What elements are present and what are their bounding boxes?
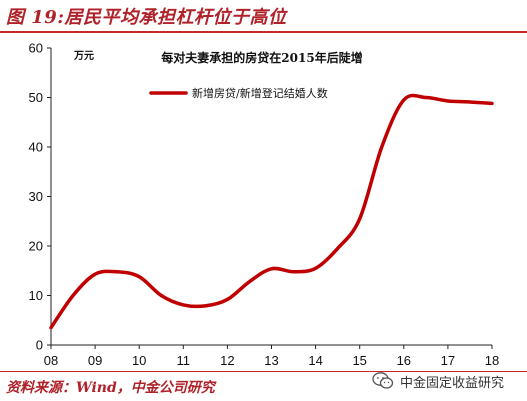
x-tick-label: 08 — [44, 353, 58, 368]
y-tick-label: 60 — [29, 41, 43, 56]
x-axis-ticks: 08 09 10 11 12 13 14 15 16 17 18 — [44, 345, 499, 368]
figure-title: 图 19:居民平均承担杠杆位于高位 — [6, 7, 287, 28]
x-tick-label: 12 — [220, 353, 234, 368]
wechat-icon — [372, 372, 394, 389]
x-tick-label: 18 — [485, 353, 499, 368]
y-tick-label: 0 — [36, 338, 43, 353]
x-tick-label: 15 — [352, 353, 366, 368]
watermark: 中金固定收益研究 — [372, 370, 504, 392]
x-tick-label: 11 — [177, 353, 191, 368]
chart-subtitle: 每对夫妻承担的房贷在2015年后陡增 — [161, 50, 362, 65]
watermark-text: 中金固定收益研究 — [400, 375, 505, 391]
y-axis-unit-label: 万元 — [73, 50, 94, 62]
source-note: 资料来源：Wind，中金公司研究 — [6, 380, 215, 396]
y-tick-label: 40 — [29, 140, 43, 155]
y-axis-ticks: 0 10 20 30 40 50 60 — [29, 41, 51, 353]
footer-divider — [0, 371, 527, 372]
title-divider — [0, 31, 527, 33]
legend: 新增房贷/新增登记结婚人数 — [149, 86, 328, 100]
x-tick-label: 17 — [441, 353, 455, 368]
y-tick-label: 30 — [29, 189, 43, 204]
y-tick-label: 10 — [29, 288, 43, 303]
legend-label: 新增房贷/新增登记结婚人数 — [192, 86, 328, 100]
x-tick-label: 09 — [88, 353, 102, 368]
x-tick-label: 14 — [308, 353, 322, 368]
x-tick-label: 16 — [397, 353, 411, 368]
x-tick-label: 10 — [132, 353, 146, 368]
y-tick-label: 20 — [29, 239, 43, 254]
y-tick-label: 50 — [29, 90, 43, 105]
x-tick-label: 13 — [264, 353, 278, 368]
series-group — [49, 93, 494, 330]
series-line — [49, 93, 494, 330]
